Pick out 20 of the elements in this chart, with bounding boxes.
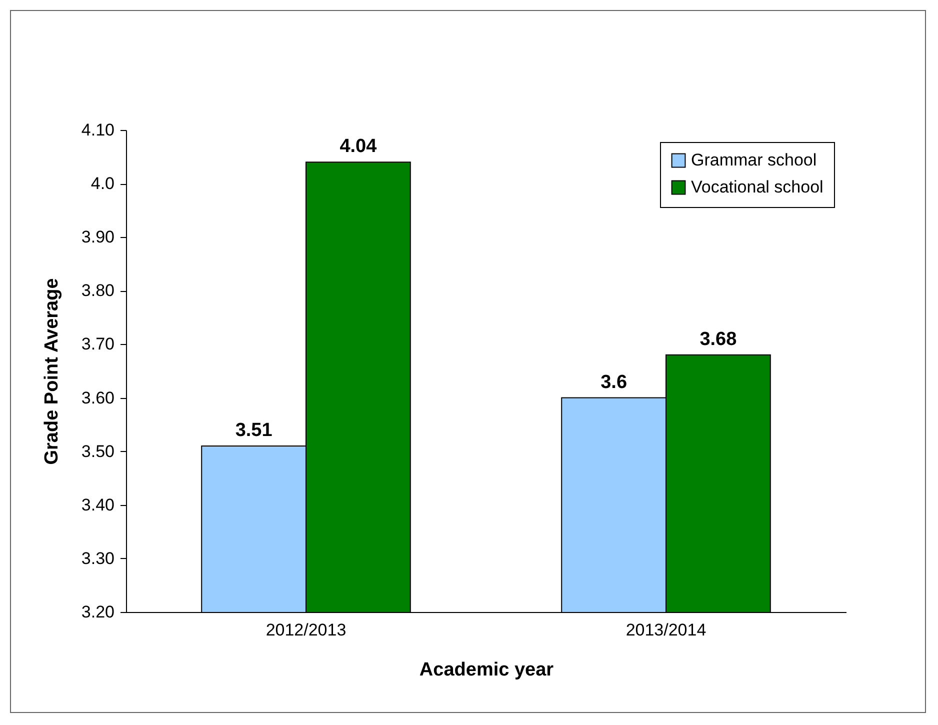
y-tick-label: 3.30 bbox=[81, 548, 114, 568]
y-tick-label: 4.10 bbox=[81, 120, 114, 140]
y-tick-label: 3.60 bbox=[81, 388, 114, 408]
y-tick-label: 3.40 bbox=[81, 495, 114, 514]
data-label: 3.6 bbox=[600, 372, 628, 393]
y-tick-label: 4.0 bbox=[90, 174, 114, 194]
y-tick-label: 3.90 bbox=[81, 228, 114, 247]
x-tick-label: 2013/2014 bbox=[626, 620, 706, 640]
y-axis-title: Grade Point Average bbox=[41, 278, 62, 465]
data-label: 4.04 bbox=[340, 136, 378, 158]
legend-label: Vocational school bbox=[691, 178, 824, 196]
data-label: 3.51 bbox=[235, 420, 273, 441]
x-axis-title: Academic year bbox=[419, 660, 554, 680]
y-tick-label: 3.70 bbox=[81, 334, 114, 354]
data-label: 3.68 bbox=[700, 328, 737, 350]
y-tick-label: 3.80 bbox=[81, 281, 114, 300]
x-tick-label: 2012/2013 bbox=[266, 620, 346, 640]
legend-label: Grammar school bbox=[691, 150, 817, 170]
y-tick-label: 3.20 bbox=[81, 602, 114, 622]
y-tick-label: 3.50 bbox=[81, 442, 114, 461]
